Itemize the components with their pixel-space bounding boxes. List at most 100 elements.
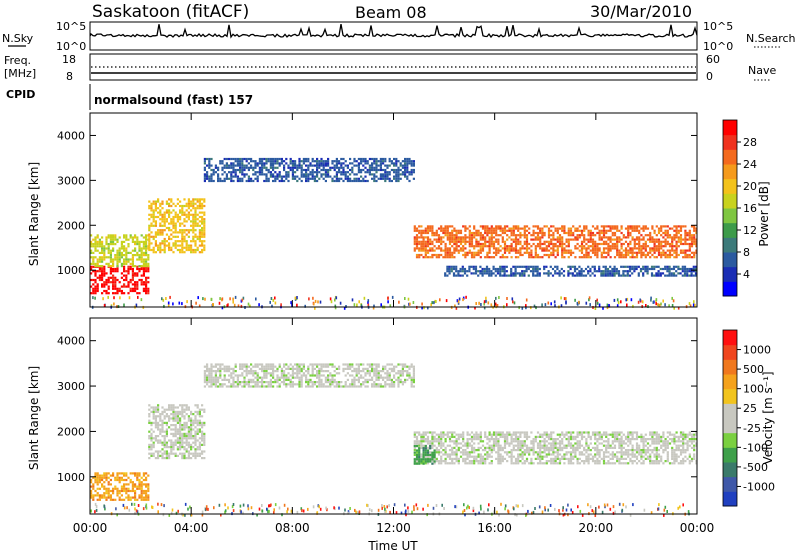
power-echo-cell <box>512 272 515 275</box>
velocity-echo-cell <box>479 435 482 438</box>
power-echo-cell <box>668 253 672 257</box>
power-echo-cell <box>287 173 290 176</box>
power-echo-cell <box>499 270 502 273</box>
velocity-echo-cell <box>208 378 211 381</box>
velocity-echo-cell <box>159 454 162 457</box>
power-echo-cell <box>415 240 419 243</box>
velocity-echo-cell <box>371 385 374 388</box>
velocity-echo-cell <box>338 367 341 370</box>
velocity-echo-cell <box>170 450 173 453</box>
velocity-echo-cell <box>362 363 365 366</box>
power-echo-cell <box>653 267 656 271</box>
power-echo-cell <box>572 231 575 235</box>
power-echo-cell <box>629 234 632 237</box>
velocity-echo-cell <box>125 472 128 475</box>
power-echo-cell <box>250 164 253 167</box>
velocity-echo-cell <box>424 440 427 443</box>
power-echo-cell <box>98 278 101 282</box>
power-echo-cell <box>92 283 95 286</box>
power-echo-cell <box>635 253 639 257</box>
power-echo-cell <box>653 251 656 254</box>
power-echo-cell <box>145 287 148 290</box>
power-echo-cell <box>123 234 126 237</box>
power-echo-cell <box>622 270 625 273</box>
power-echo-cell <box>666 231 669 235</box>
velocity-echo-cell <box>357 365 360 368</box>
power-echo-cell <box>395 160 398 163</box>
power-echo-cell <box>344 173 347 176</box>
velocity-echo-cell <box>170 441 173 444</box>
power-echo-cell <box>580 231 584 235</box>
power-echo-cell <box>672 299 675 303</box>
velocity-echo-cell <box>283 381 286 384</box>
velocity-echo-cell <box>287 365 290 368</box>
velocity-echo-cell <box>234 381 237 384</box>
velocity-echo-cell <box>212 370 215 373</box>
velocity-echo-cell <box>196 419 199 422</box>
power-echo-cell <box>94 274 97 277</box>
power-echo-cell <box>488 238 491 241</box>
power-echo-cell <box>657 240 661 243</box>
velocity-echo-cell <box>123 485 126 488</box>
power-echo-cell <box>344 164 347 167</box>
velocity-echo-cell <box>170 424 173 427</box>
velocity-echo-cell <box>322 383 325 386</box>
velocity-echo-cell <box>338 383 341 386</box>
power-echo-cell <box>629 256 632 259</box>
power-echo-cell <box>313 177 316 180</box>
power-echo-cell <box>545 265 548 268</box>
power-echo-cell <box>346 171 349 174</box>
power-echo-cell <box>668 227 672 230</box>
velocity-echo-cell <box>331 363 334 366</box>
power-echo-cell <box>280 160 283 163</box>
power-echo-cell <box>138 240 141 243</box>
power-echo-cell <box>596 242 599 246</box>
velocity-echo-cell <box>298 378 301 381</box>
power-echo-cell <box>101 270 104 273</box>
power-echo-cell <box>686 267 689 271</box>
power-echo-cell <box>296 168 299 172</box>
power-echo-cell <box>638 229 641 232</box>
power-echo-cell <box>552 238 555 241</box>
power-echo-cell <box>481 274 484 277</box>
power-echo-cell <box>142 270 145 273</box>
power-echo-cell <box>462 245 465 248</box>
velocity-echo-cell <box>267 385 270 388</box>
power-echo-cell <box>521 234 524 237</box>
velocity-echo-cell <box>289 363 292 366</box>
velocity-echo-cell <box>426 455 430 458</box>
power-echo-cell <box>657 270 660 273</box>
power-echo-cell <box>114 285 117 288</box>
power-echo-cell <box>682 242 685 246</box>
power-echo-cell <box>616 298 619 302</box>
velocity-echo-cell <box>397 383 400 386</box>
power-echo-cell <box>668 234 672 237</box>
power-echo-cell <box>404 175 407 178</box>
velocity-echo-cell <box>232 378 235 381</box>
power-echo-cell <box>611 234 614 237</box>
power-echo-cell <box>187 248 190 252</box>
power-echo-cell <box>660 240 663 243</box>
velocity-echo-cell <box>194 415 197 418</box>
power-echo-cell <box>274 171 277 174</box>
velocity-echo-cell <box>448 431 452 434</box>
power-echo-cell <box>495 253 498 257</box>
power-echo-cell <box>163 244 166 247</box>
velocity-echo-cell <box>371 363 374 366</box>
power-echo-cell <box>453 236 456 239</box>
velocity-echo-cell <box>422 435 425 438</box>
velocity-echo-cell <box>185 443 188 446</box>
power-echo-cell <box>692 265 695 268</box>
velocity-echo-cell <box>185 408 188 411</box>
velocity-echo-cell <box>154 417 157 420</box>
power-echo-cell <box>285 177 288 180</box>
power-echo-cell <box>446 225 449 228</box>
power-echo-cell <box>616 251 619 254</box>
power-echo-cell <box>525 247 529 250</box>
power-echo-cell <box>134 249 137 252</box>
power-echo-cell <box>569 231 573 235</box>
velocity-echo-cell <box>206 363 209 366</box>
power-colorbar-swatch <box>723 237 737 253</box>
power-echo-cell <box>538 274 541 277</box>
